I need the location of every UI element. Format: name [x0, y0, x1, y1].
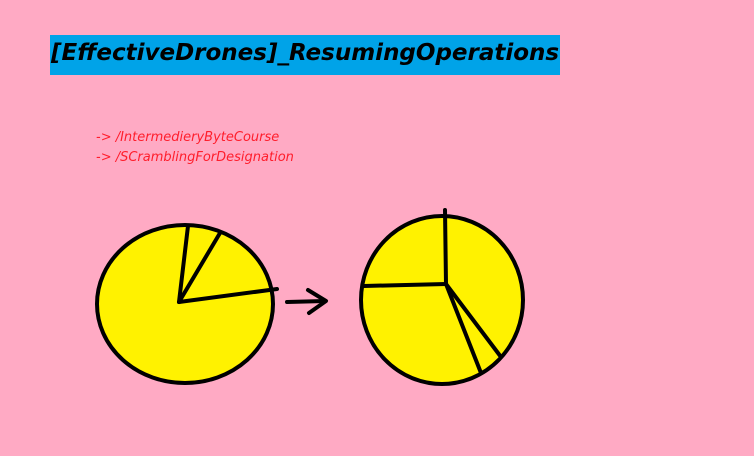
pie-after-slice-line-1	[443, 208, 448, 286]
path-item-1: -> /IntermedieryByteCourse	[96, 130, 280, 145]
arrow-right-icon	[285, 288, 328, 315]
path-list: -> /IntermedieryByteCourse -> /SCramblin…	[96, 128, 294, 168]
pie-before	[95, 223, 279, 385]
pie-after-circle	[359, 214, 525, 386]
pie-before-slice-line-2	[177, 231, 222, 304]
pie-after	[359, 208, 525, 386]
pie-after-slice-line-4	[444, 282, 503, 359]
title-bar	[50, 35, 560, 75]
pie-before-slice-line-1	[177, 224, 190, 304]
pie-after-slice-line-2	[362, 282, 448, 288]
pie-before-slice-line-3	[177, 287, 279, 304]
page-title: [EffectiveDrones]_ResumingOperations	[51, 40, 560, 66]
path-item-2: -> /SCramblingForDesignation	[96, 150, 294, 165]
pie-before-circle	[95, 223, 275, 385]
pie-after-slice-line-3	[444, 282, 483, 375]
